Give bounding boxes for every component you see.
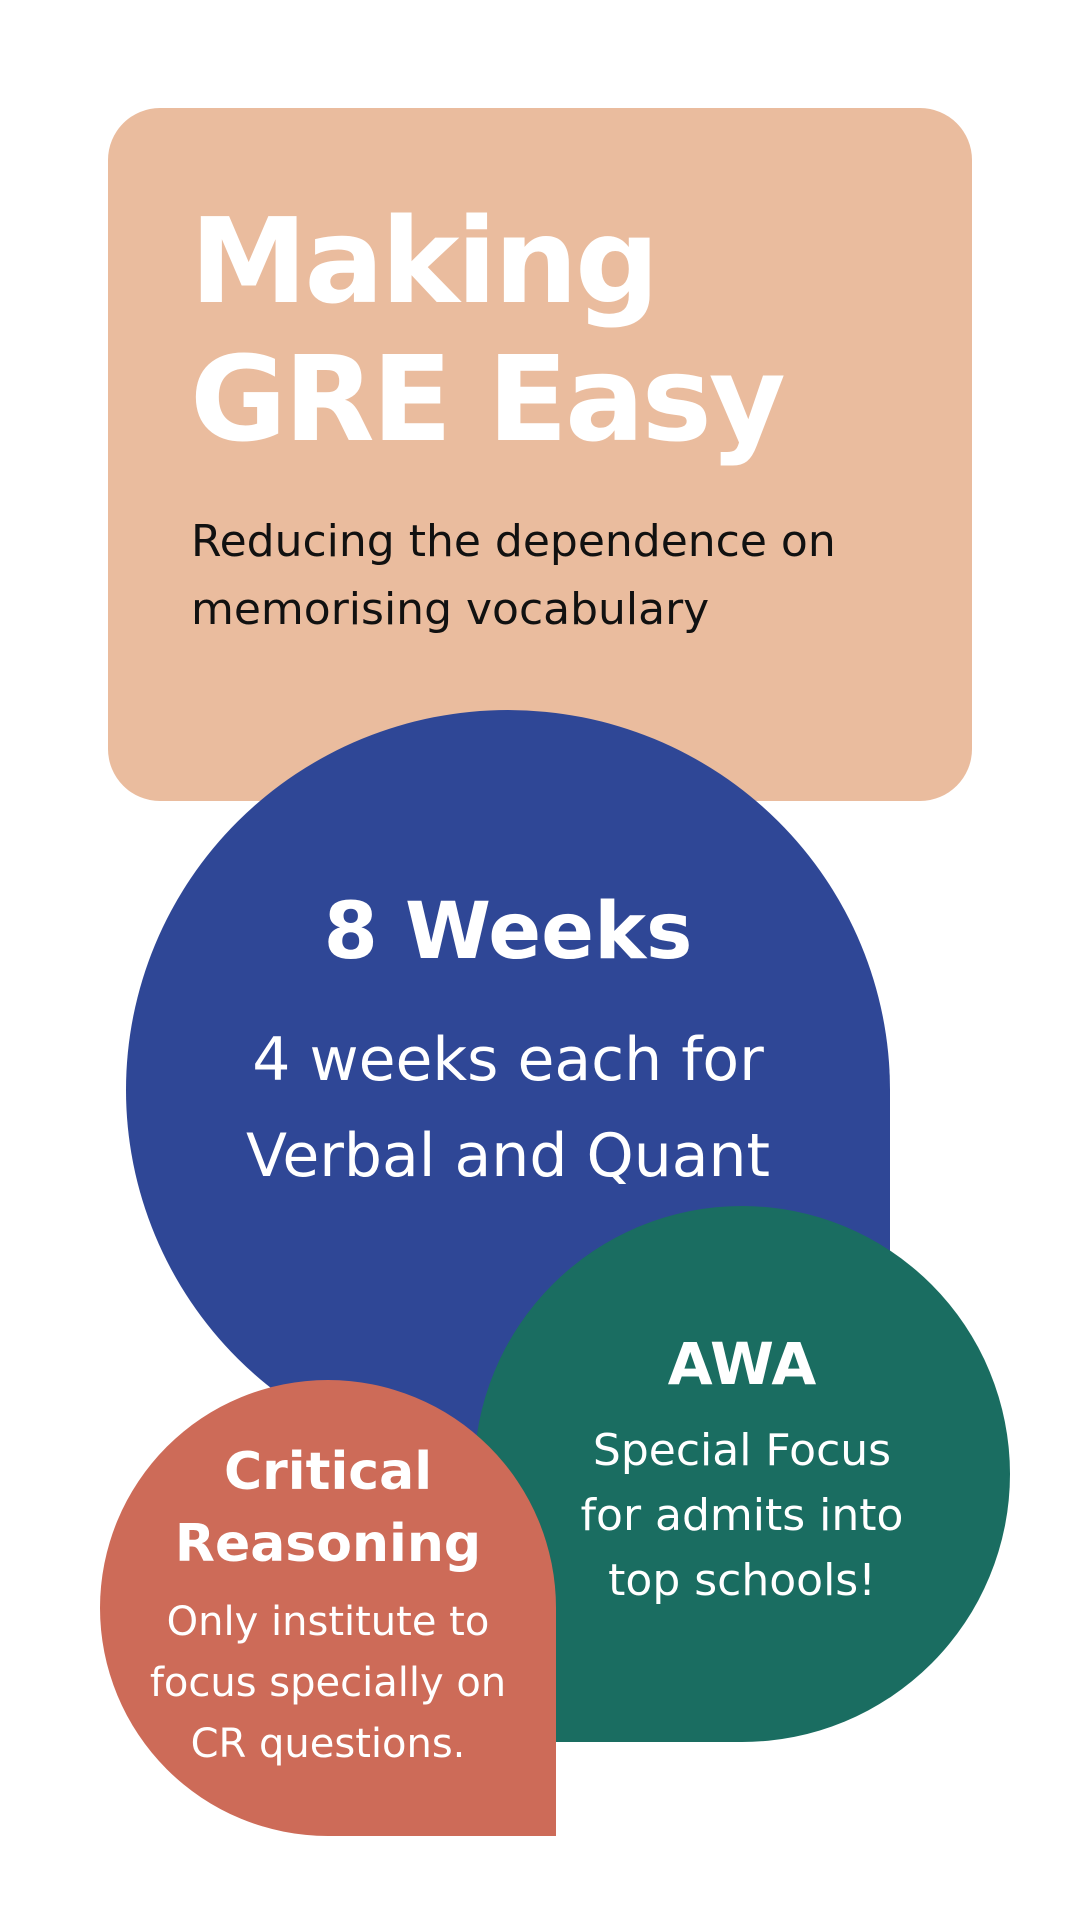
awa-description-line-3: top schools!	[608, 1555, 876, 1606]
critical-reasoning-shape	[100, 1380, 556, 1836]
critical-reasoning-description-line-1: Only institute to	[166, 1599, 490, 1645]
awa-shape	[474, 1206, 1010, 1742]
page-subtitle: Reducing the dependence on memorising vo…	[191, 508, 836, 644]
awa-title: AWA	[667, 1330, 817, 1398]
header-card	[108, 108, 972, 801]
page-title-line-1: Making	[190, 192, 659, 330]
critical-reasoning-title: Critical Reasoning	[100, 1436, 556, 1580]
critical-reasoning-description-line-3: CR questions.	[190, 1721, 466, 1767]
awa-description-line-2: for admits into	[580, 1490, 904, 1541]
critical-reasoning-title-line-2: Reasoning	[174, 1514, 482, 1574]
weeks-description-line-1: 4 weeks each for	[252, 1025, 764, 1095]
weeks-description: 4 weeks each for Verbal and Quant	[126, 1012, 890, 1204]
critical-reasoning-title-line-1: Critical	[223, 1442, 433, 1502]
critical-reasoning-description: Only institute to focus specially on CR …	[100, 1592, 556, 1775]
weeks-title: 8 Weeks	[323, 887, 693, 977]
page-subtitle-line-1: Reducing the dependence on	[191, 516, 836, 567]
awa-description-line-1: Special Focus	[592, 1425, 892, 1476]
critical-reasoning-description-line-2: focus specially on	[149, 1660, 507, 1706]
awa-description: Special Focus for admits into top school…	[474, 1418, 1010, 1613]
weeks-description-line-2: Verbal and Quant	[245, 1121, 771, 1191]
page-title-line-2: GRE Easy	[190, 330, 786, 468]
page-subtitle-line-2: memorising vocabulary	[191, 584, 710, 635]
page-title: Making GRE Easy	[190, 192, 786, 468]
